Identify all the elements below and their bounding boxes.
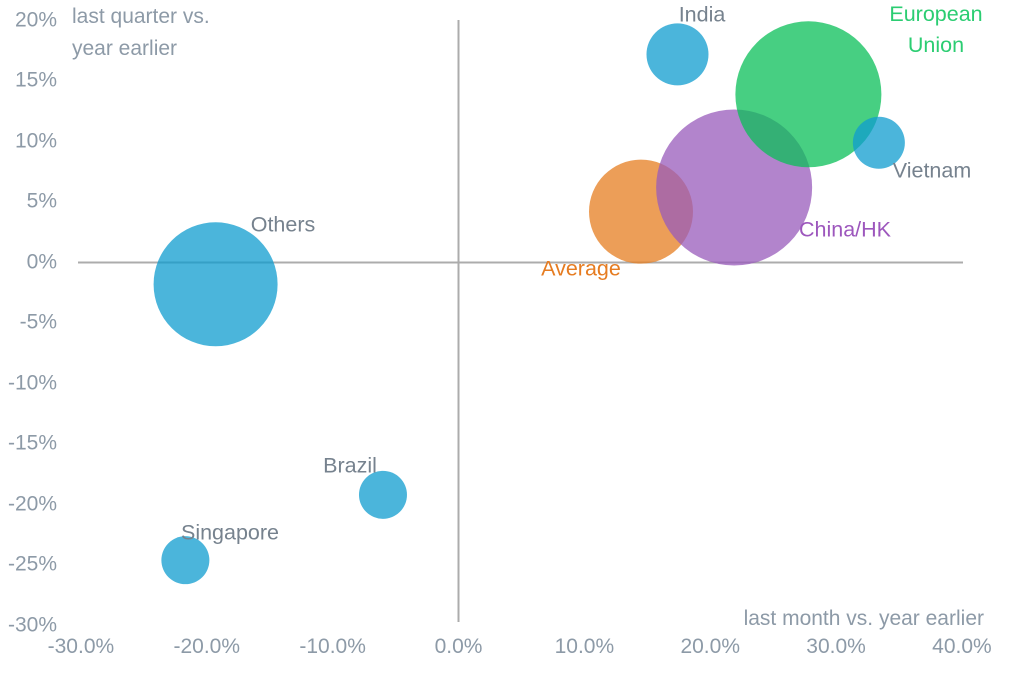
bubble-label-line: Vietnam [892,158,972,183]
y-axis-title: last quarter vs. year earlier [72,1,210,65]
x-tick-label: 10.0% [554,635,615,658]
x-tick-label: 20.0% [680,635,740,658]
bubble-label-line: India [678,2,726,27]
y-tick-label: -15% [7,431,57,455]
y-tick-label: 5% [26,189,57,213]
bubble-label-brazil: Brazil [323,451,377,482]
bubble-label-line: China/HK [798,217,892,242]
bubble-vietnam [852,116,905,169]
bubble-label-china-hk: China/HK [799,215,891,246]
bubble-label-line: Singapore [180,520,280,545]
y-tick-label: -25% [7,552,57,576]
bubble-label-others: Others [251,210,316,241]
x-tick-label: -30.0% [47,635,115,658]
y-tick-label: 15% [14,68,57,92]
bubble-label-line: Others [250,212,316,237]
y-axis-title-line1: last quarter vs. [72,5,210,28]
bubble-brazil [358,470,407,519]
x-tick-label: 30.0% [806,635,866,658]
bubble-label-singapore: Singapore [181,518,279,549]
x-tick-label: 40.0% [932,635,992,658]
bubble-label-line: Brazil [323,453,377,478]
bubble-singapore [161,536,210,585]
x-tick-label: -10.0% [299,635,366,658]
y-tick-label: 20% [14,8,57,32]
bubble-label-line: European [889,2,983,26]
bubble-label-india: India [679,0,726,31]
x-tick-label: 0.0% [434,635,483,658]
bubble-label-line: Average [541,256,621,281]
x-axis-title: last month vs. year earlier [743,607,984,630]
y-tick-label: 0% [26,250,57,274]
y-tick-label: -20% [7,492,57,516]
bubble-label-vietnam: Vietnam [893,156,971,187]
y-tick-label: -5% [19,310,57,334]
x-tick-label: -20.0% [173,635,241,658]
bubble-label-line: Union [907,33,965,57]
bubble-label-european-union: European Union [889,0,982,61]
bubble-label-average: Average [541,254,621,285]
y-axis-title-line2: year earlier [72,37,178,60]
y-tick-label: -10% [7,371,57,395]
y-tick-label: -30% [7,613,57,637]
y-tick-label: 10% [14,129,57,153]
bubble-european-union [735,21,882,168]
bubble-others [153,222,278,347]
bubble-india [646,23,709,86]
